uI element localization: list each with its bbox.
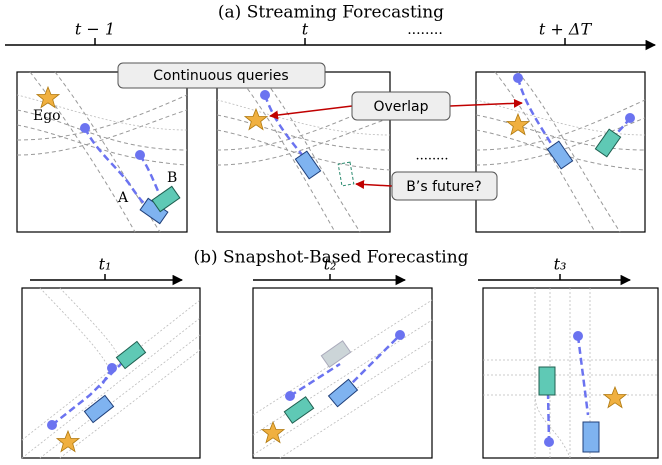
- callout-text: Continuous queries: [153, 68, 288, 84]
- time-label: t₂: [324, 255, 337, 274]
- shape: [539, 367, 555, 395]
- shape: [625, 113, 635, 123]
- label: Ego: [33, 108, 61, 124]
- callout-text: B’s future?: [406, 179, 481, 195]
- panel: Ego A B: [17, 72, 187, 232]
- snapshot-panel: [253, 288, 432, 458]
- time-label: ........: [407, 22, 443, 38]
- shape: [513, 73, 523, 83]
- snapshot-panel: [483, 288, 658, 458]
- shape: [395, 330, 405, 340]
- ellipsis: ........: [415, 149, 448, 164]
- snapshot-timelines: [30, 274, 630, 280]
- snapshot-panel: [22, 288, 200, 458]
- time-label: t + ΔT: [539, 20, 593, 39]
- time-label: t₃: [554, 255, 567, 274]
- time-label: t − 1: [75, 20, 115, 39]
- shape: [260, 90, 270, 100]
- label: B: [167, 170, 177, 186]
- shape: [47, 420, 57, 430]
- label: A: [117, 190, 129, 206]
- time-label: t: [302, 20, 309, 39]
- shape: [573, 331, 583, 341]
- figure: (a) Streaming Forecasting t − 1 t ......…: [0, 0, 662, 465]
- shape: [583, 422, 599, 452]
- panel: [476, 72, 645, 232]
- time-label: t₁: [99, 255, 112, 274]
- shape: [135, 150, 145, 160]
- callout-text: Overlap: [373, 99, 428, 115]
- section-title: (a) Streaming Forecasting: [218, 3, 444, 23]
- shape: [483, 288, 658, 458]
- shape: [544, 437, 554, 447]
- shape: [107, 363, 117, 373]
- shape: [80, 123, 90, 133]
- shape: [285, 391, 295, 401]
